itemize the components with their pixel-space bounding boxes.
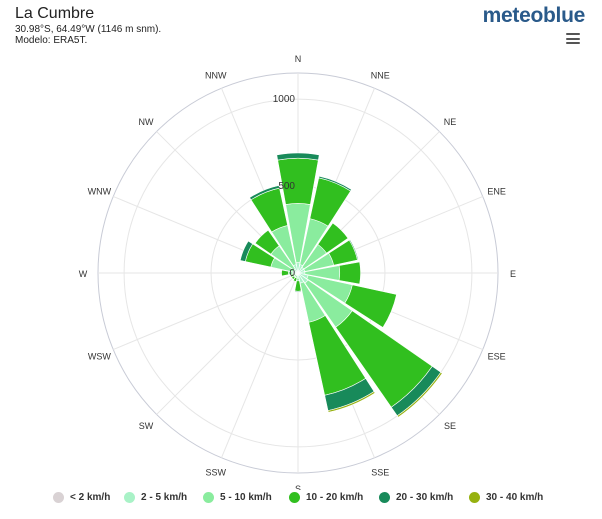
chart-subtitle: 30.98°S, 64.49°W (1146 m snm). Modelo: E… [15,24,161,46]
direction-label-n: N [295,54,302,64]
direction-label-ne: NE [444,117,457,127]
wedge-ese-series-3 [344,284,397,328]
chart-title: La Cumbre [15,5,95,22]
direction-label-e: E [510,269,516,279]
direction-label-wsw: WSW [88,351,111,361]
spoke-line [113,272,299,350]
wedge-n-series-4 [276,152,320,161]
direction-label-s: S [295,484,301,490]
wind-rose-chart: 0 500 1000 N NNE NE ENE E ESE SE SSE S SSW SW WSW W WNW N… [79,54,516,490]
wedge-se-series-5 [396,371,443,418]
meteoblue-logo[interactable]: meteoblue [482,4,586,27]
legend-item-2-5[interactable]: 2 - 5 km/h [124,492,187,503]
legend-label: 2 - 5 km/h [141,492,188,503]
direction-label-se: SE [444,421,456,431]
wedge-wnw-series-4 [239,240,254,262]
direction-label-nne: NNE [371,70,390,80]
direction-label-ene: ENE [487,187,506,197]
direction-label-nnw: NNW [205,70,227,80]
direction-label-ssw: SSW [205,468,226,478]
direction-label-w: W [79,269,88,279]
wedge-nne-series-4 [318,175,352,192]
location-coordinates: 30.98°S, 64.49°W (1146 m snm). [15,24,162,35]
legend-item-10-20[interactable]: 10 - 20 km/h [289,492,363,503]
legend-item-lt2[interactable]: < 2 km/h [53,492,110,503]
radial-tick-label: 0 [289,268,295,279]
spoke-line [156,272,299,415]
legend-swatch [203,492,214,503]
legend-swatch [53,492,64,503]
wedge-w-series-3 [281,269,289,277]
direction-label-wnw: WNW [88,187,112,197]
legend-swatch [469,492,480,503]
wedge-ssw-series-3 [292,276,298,282]
direction-label-nw: NW [138,117,153,127]
direction-label-sw: SW [139,421,154,431]
legend-item-30-40[interactable]: 30 - 40 km/h [469,492,543,503]
legend-label: < 2 km/h [70,492,111,503]
legend-swatch [379,492,390,503]
hamburger-menu-icon[interactable] [566,33,580,44]
wedge-ne-series-3 [317,222,349,254]
legend-item-5-10[interactable]: 5 - 10 km/h [203,492,272,503]
direction-label-ese: ESE [488,351,506,361]
legend-swatch [124,492,135,503]
spoke-line [221,272,299,458]
legend-label: 30 - 40 km/h [486,492,544,503]
wedge-nw-series-3 [254,229,280,255]
wedge-nnw-series-4 [249,185,280,201]
wedge-e-series-3 [338,261,361,285]
legend-label: 20 - 30 km/h [396,492,454,503]
wedge-sse-series-5 [327,391,376,413]
wedge-ene-series-4 [348,239,359,261]
wedge-nne-series-3 [309,177,352,227]
direction-label-sse: SSE [371,468,389,478]
legend-label: 5 - 10 km/h [220,492,272,503]
legend-label: 10 - 20 km/h [306,492,364,503]
model-label: Modelo: ERA5T. [15,35,88,46]
wedge-s-series-4 [294,290,302,293]
radial-tick-label: 1000 [273,94,296,105]
legend: < 2 km/h 2 - 5 km/h 5 - 10 km/h 10 - 20 … [0,492,602,510]
radial-tick-label: 500 [278,181,295,192]
chart-header: La Cumbre 30.98°S, 64.49°W (1146 m snm).… [0,0,602,60]
legend-item-20-30[interactable]: 20 - 30 km/h [379,492,453,503]
legend-swatch [289,492,300,503]
